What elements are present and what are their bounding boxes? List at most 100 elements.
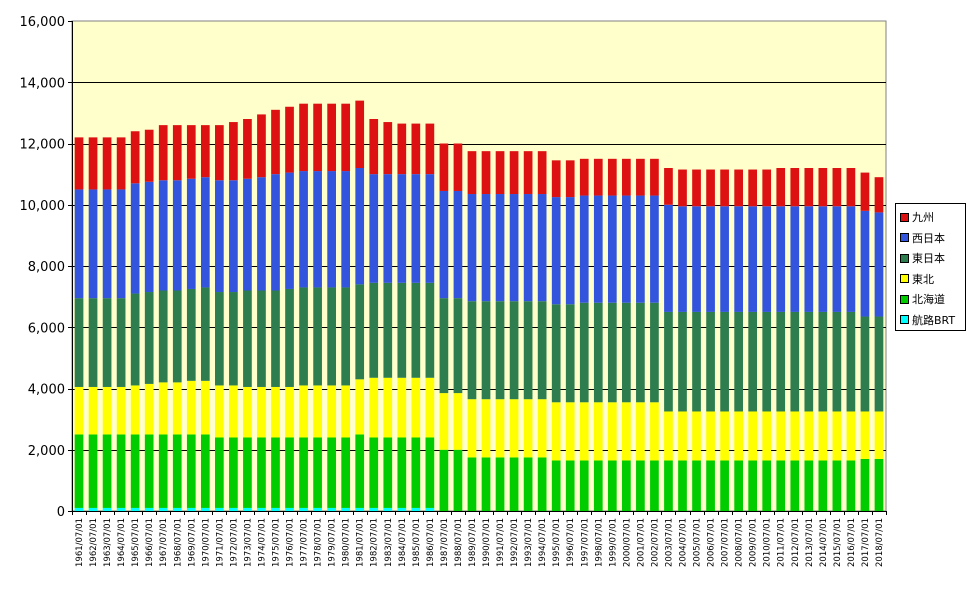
bar-segment xyxy=(411,174,421,283)
bar-segment xyxy=(832,206,842,312)
bar-segment xyxy=(299,171,308,288)
x-tick-label: 1974/07/01 xyxy=(257,518,267,567)
bar-segment xyxy=(327,171,336,288)
bar-segment xyxy=(130,131,140,184)
y-tick-label: 14,000 xyxy=(20,76,66,91)
bar-segment xyxy=(720,411,729,461)
bar-segment xyxy=(874,177,884,213)
bar-segment xyxy=(832,311,842,412)
bar-segment xyxy=(650,402,659,461)
bar-segment xyxy=(804,411,814,461)
bar-segment xyxy=(172,180,182,291)
bar-segment xyxy=(453,143,463,191)
bar-segment xyxy=(257,507,266,511)
bar-segment xyxy=(439,393,449,450)
bar-segment xyxy=(88,189,98,299)
bar-segment xyxy=(355,379,365,435)
bar-segment xyxy=(425,282,435,378)
bar-segment xyxy=(692,411,701,461)
x-tick-label: 1961/07/01 xyxy=(75,518,85,567)
bar-segment xyxy=(229,437,238,508)
bar-segment xyxy=(102,434,112,508)
bar-segment xyxy=(271,109,280,175)
bar-segment xyxy=(383,437,393,508)
legend-item: 北海道 xyxy=(900,289,965,310)
x-tick-label: 2001/07/01 xyxy=(636,518,646,567)
bar-segment xyxy=(579,195,589,303)
bar-segment xyxy=(664,204,673,312)
bar-segment xyxy=(144,129,154,182)
x-tick-label: 2008/07/01 xyxy=(735,518,745,567)
bar-segment xyxy=(622,195,631,303)
bar-segment xyxy=(411,123,421,175)
bar-segment xyxy=(383,174,393,283)
y-tick-label: 2,000 xyxy=(28,444,65,459)
x-tick-label: 2000/07/01 xyxy=(622,518,632,567)
bar-segment xyxy=(551,197,561,305)
legend-swatch xyxy=(900,315,909,325)
bar-segment xyxy=(229,122,238,181)
x-tick-label: 2011/07/01 xyxy=(777,518,787,567)
bar-segment xyxy=(144,434,154,508)
x-tick-label: 1964/07/01 xyxy=(117,518,127,567)
bar-segment xyxy=(243,290,252,387)
bar-segment xyxy=(313,103,322,172)
bar-segment xyxy=(369,507,379,511)
legend-swatch xyxy=(900,274,909,284)
bar-segment xyxy=(158,382,168,435)
legend: 九州 西日本 東日本 東北 北海道 航路BRT xyxy=(895,203,966,331)
bar-segment xyxy=(776,411,786,461)
x-tick-label: 1995/07/01 xyxy=(552,518,562,567)
bar-segment xyxy=(158,507,168,511)
bar-segment xyxy=(565,160,575,198)
bar-segment xyxy=(762,169,772,207)
bar-segment xyxy=(215,125,224,181)
x-tick-label: 1997/07/01 xyxy=(580,518,590,567)
x-tick-label: 2013/07/01 xyxy=(805,518,815,567)
x-tick-label: 1980/07/01 xyxy=(342,518,352,567)
bar-segment xyxy=(734,169,743,207)
bar-segment xyxy=(720,460,729,511)
bar-segment xyxy=(229,385,238,438)
legend-label: 東日本 xyxy=(912,252,945,266)
bar-segment xyxy=(776,460,786,511)
x-tick-label: 1965/07/01 xyxy=(131,518,141,567)
bar-segment xyxy=(664,168,673,205)
bar-segment xyxy=(102,507,112,511)
bar-segment xyxy=(467,194,477,302)
bar-segment xyxy=(692,169,701,207)
bar-segment xyxy=(636,195,645,303)
bar-segment xyxy=(215,507,224,511)
bar-segment xyxy=(200,177,210,288)
x-tick-label: 1968/07/01 xyxy=(173,518,183,567)
legend-label: 北海道 xyxy=(912,293,945,307)
bar-segment xyxy=(481,457,491,511)
bar-segment xyxy=(453,298,463,394)
bar-segment xyxy=(762,311,772,412)
bar-segment xyxy=(846,411,856,461)
x-tick-label: 1975/07/01 xyxy=(272,518,282,567)
bar-segment xyxy=(257,437,266,508)
bar-segment xyxy=(650,460,659,511)
bar-segment xyxy=(622,460,631,511)
bar-segment xyxy=(341,287,351,386)
bar-segment xyxy=(481,399,491,458)
bar-segment xyxy=(579,302,589,403)
bar-segment xyxy=(285,437,294,508)
bar-segment xyxy=(706,411,715,461)
bar-segment xyxy=(846,168,856,207)
x-tick-label: 1972/07/01 xyxy=(229,518,239,567)
bar-segment xyxy=(776,206,786,312)
bar-segment xyxy=(313,287,322,386)
bar-segment xyxy=(509,457,519,511)
bar-segment xyxy=(355,168,365,285)
x-tick-label: 2009/07/01 xyxy=(749,518,759,567)
bar-segment xyxy=(678,311,687,412)
bar-segment xyxy=(285,507,294,511)
bar-segment xyxy=(397,437,407,508)
y-tick-label: 0 xyxy=(57,505,65,520)
x-tick-label: 2002/07/01 xyxy=(650,518,660,567)
bar-segment xyxy=(186,125,196,179)
